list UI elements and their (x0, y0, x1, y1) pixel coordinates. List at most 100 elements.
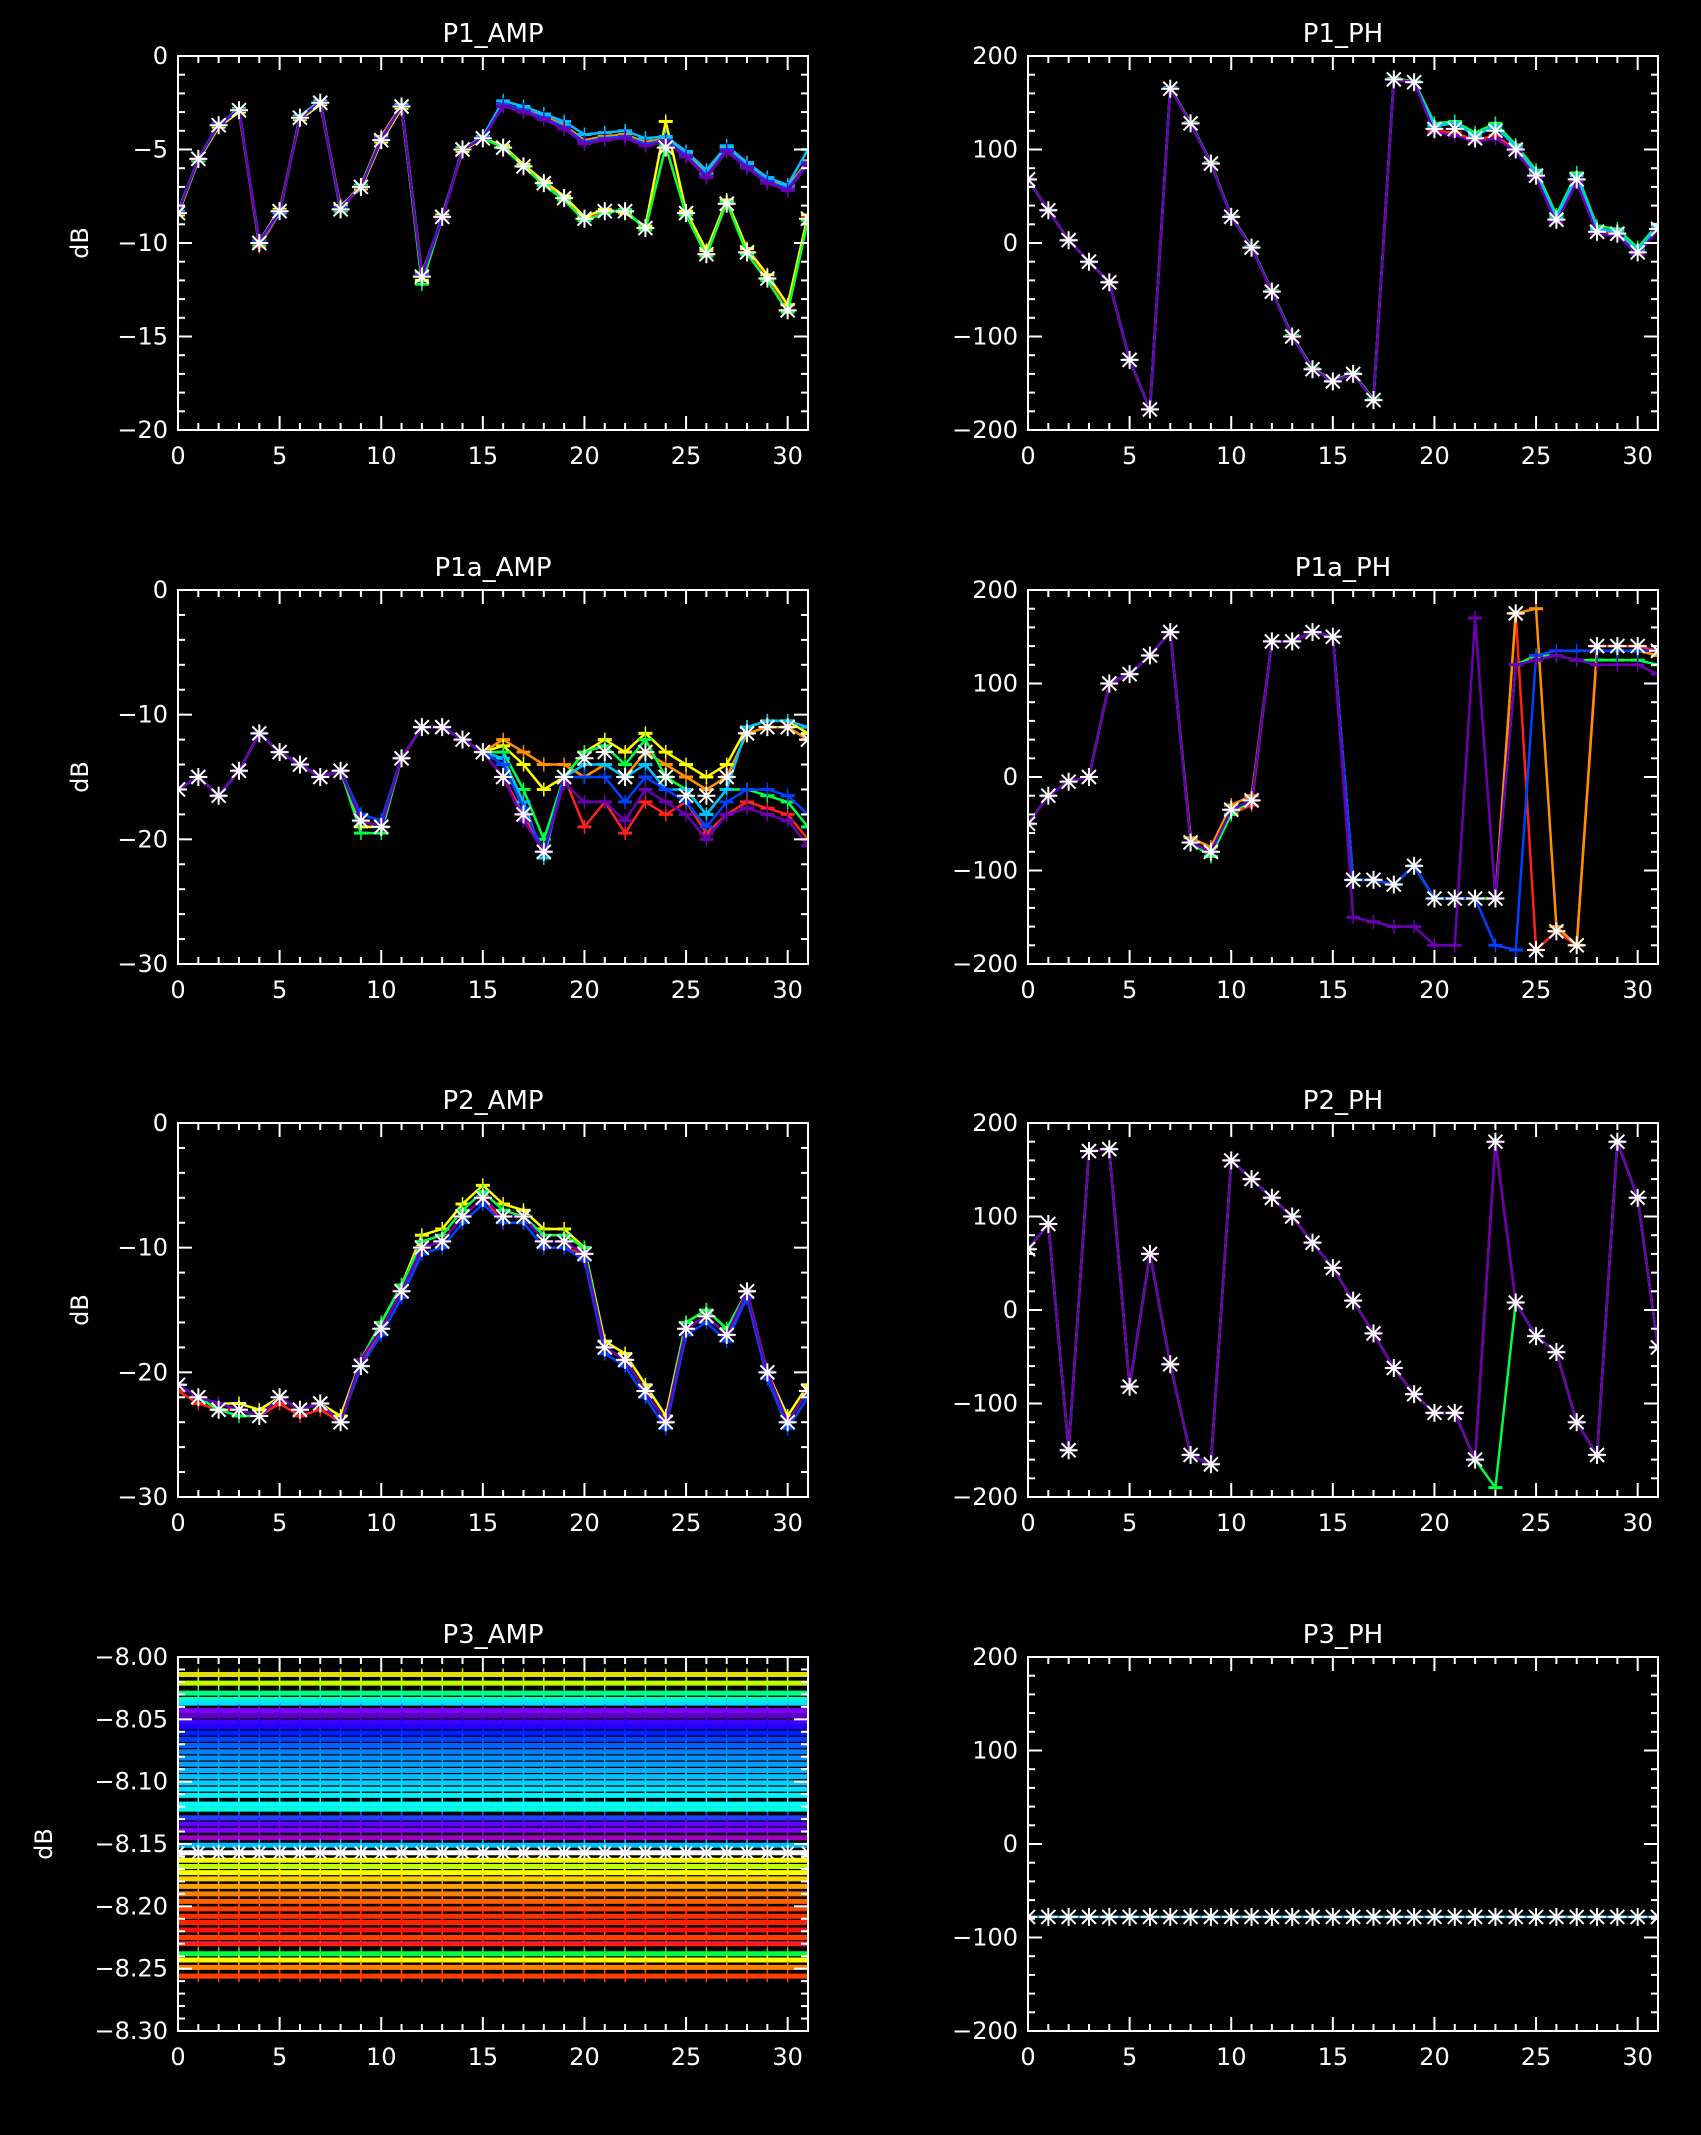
y-tick-label: −30 (117, 1483, 168, 1511)
point (658, 807, 673, 822)
x-tick-label: 25 (671, 976, 702, 1004)
x-tick-label: 5 (1122, 1509, 1137, 1537)
marker-point (1466, 129, 1485, 148)
marker-point (1181, 1907, 1200, 1926)
marker-point (778, 1413, 797, 1432)
marker-point (1405, 856, 1424, 875)
plot-area (1028, 601, 1658, 959)
marker-point (1303, 623, 1322, 642)
x-tick-label: 30 (772, 442, 803, 470)
point (679, 149, 694, 164)
marker-point (372, 131, 391, 150)
marker-point (229, 1400, 248, 1419)
point (618, 826, 633, 841)
marker-point (1303, 1233, 1322, 1252)
x-tick-label: 20 (569, 442, 600, 470)
marker-point (270, 202, 289, 221)
marker-point (1028, 814, 1037, 833)
panel-title: P1_AMP (442, 19, 543, 49)
marker-point (534, 842, 553, 861)
y-tick-label: −20 (117, 416, 168, 444)
marker-point (1608, 1132, 1627, 1151)
marker-point (739, 1844, 756, 1861)
marker-point (251, 1844, 268, 1861)
point (801, 819, 808, 834)
marker-point (1283, 632, 1302, 651)
y-tick-label: 0 (1003, 763, 1018, 791)
marker-point (1039, 786, 1058, 805)
point (597, 770, 612, 784)
marker-point (514, 805, 533, 824)
marker-point (1059, 1907, 1078, 1926)
marker-point (1649, 1907, 1658, 1926)
y-tick-label: −5 (133, 136, 168, 164)
x-tick-label: 25 (1521, 442, 1552, 470)
x-tick-label: 20 (569, 1509, 600, 1537)
panel-p2-ph: P2_PH 0 5 10 15 20 25 30 200 100 0 −100 −200 (952, 1086, 1659, 1537)
marker-point (189, 768, 208, 786)
marker-point (474, 1844, 491, 1861)
marker-point (1283, 1207, 1302, 1226)
marker-point (453, 1207, 472, 1226)
x-tick-label: 10 (366, 2043, 397, 2071)
marker-point (1079, 768, 1098, 786)
point (597, 133, 612, 148)
marker-point (1527, 1327, 1546, 1346)
marker-point (1567, 170, 1586, 189)
x-tick-label: 30 (772, 976, 803, 1004)
marker-point (717, 768, 736, 786)
point (1468, 611, 1483, 626)
marker-point (738, 1282, 757, 1301)
x-tick-label: 20 (569, 2043, 600, 2071)
y-axis-label: dB (66, 227, 94, 259)
point (516, 745, 531, 760)
point (1407, 919, 1422, 934)
marker-point (494, 138, 513, 157)
marker-point (1608, 224, 1627, 243)
marker-point (1506, 1293, 1525, 1312)
marker-point (1364, 391, 1383, 410)
x-tick-label: 0 (1020, 442, 1035, 470)
marker-point (616, 768, 635, 786)
point (536, 112, 551, 127)
marker-point (617, 1844, 634, 1861)
point (699, 819, 714, 834)
marker-point (636, 219, 655, 238)
y-tick-label: −30 (117, 950, 168, 978)
y-axis-label: dB (66, 761, 94, 793)
marker-point (250, 234, 269, 252)
point (801, 1377, 808, 1392)
marker-point (576, 1844, 593, 1861)
x-tick-label: 10 (1216, 976, 1247, 1004)
marker-point (1364, 1907, 1383, 1926)
x-tick-label: 0 (170, 442, 185, 470)
point (1651, 219, 1658, 234)
point (577, 819, 592, 834)
marker-point (1283, 1907, 1302, 1926)
marker-point (1445, 119, 1464, 138)
marker-point (473, 743, 492, 762)
marker-point (1445, 889, 1464, 908)
y-tick-label: −8.20 (94, 1892, 168, 1920)
marker-point (758, 269, 777, 288)
marker-point (1588, 1907, 1607, 1926)
point (516, 105, 531, 120)
marker-point (596, 1844, 613, 1861)
panel-title: P2_PH (1303, 1086, 1383, 1116)
point (1366, 914, 1381, 929)
marker-point (1100, 1907, 1119, 1926)
marker-point (290, 755, 309, 774)
point (178, 1384, 185, 1399)
marker-point (372, 1319, 391, 1338)
y-tick-label: −8.00 (94, 1643, 168, 1671)
point (780, 183, 795, 198)
y-tick-label: 0 (1003, 1296, 1018, 1324)
marker-point (656, 1413, 675, 1432)
marker-point (1547, 1907, 1566, 1926)
point (740, 161, 755, 176)
y-tick-label: 0 (1003, 1830, 1018, 1858)
point (638, 794, 653, 809)
marker-point (332, 1844, 349, 1861)
marker-point (758, 718, 777, 737)
